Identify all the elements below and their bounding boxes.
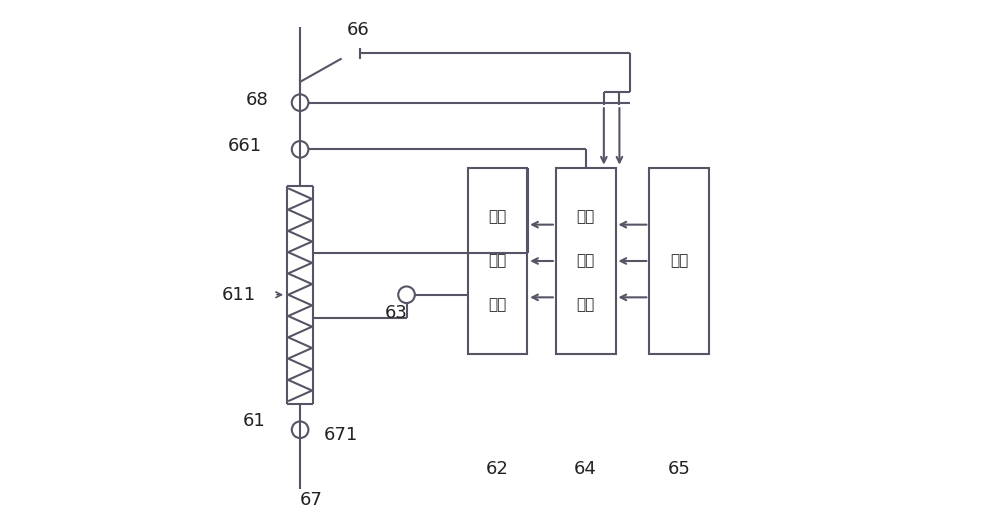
Bar [468, 168, 527, 354]
Text: 61: 61 [243, 412, 265, 430]
Text: 驱动: 驱动 [577, 209, 595, 224]
Text: 66: 66 [347, 21, 370, 39]
Text: 电源: 电源 [670, 254, 688, 268]
Text: 功率: 功率 [488, 209, 507, 224]
Text: 611: 611 [222, 286, 256, 304]
Text: 62: 62 [486, 460, 509, 478]
Text: 模块: 模块 [577, 298, 595, 313]
Text: 68: 68 [246, 91, 269, 109]
Text: 671: 671 [323, 426, 358, 444]
Text: 67: 67 [300, 491, 323, 509]
Text: 输出: 输出 [488, 254, 507, 268]
Text: 模块: 模块 [488, 298, 507, 313]
Text: 63: 63 [385, 304, 408, 322]
Text: 661: 661 [228, 137, 262, 155]
Bar [556, 168, 616, 354]
Text: 64: 64 [574, 460, 597, 478]
Text: 65: 65 [668, 460, 691, 478]
Bar [649, 168, 709, 354]
Text: 控制: 控制 [577, 254, 595, 268]
